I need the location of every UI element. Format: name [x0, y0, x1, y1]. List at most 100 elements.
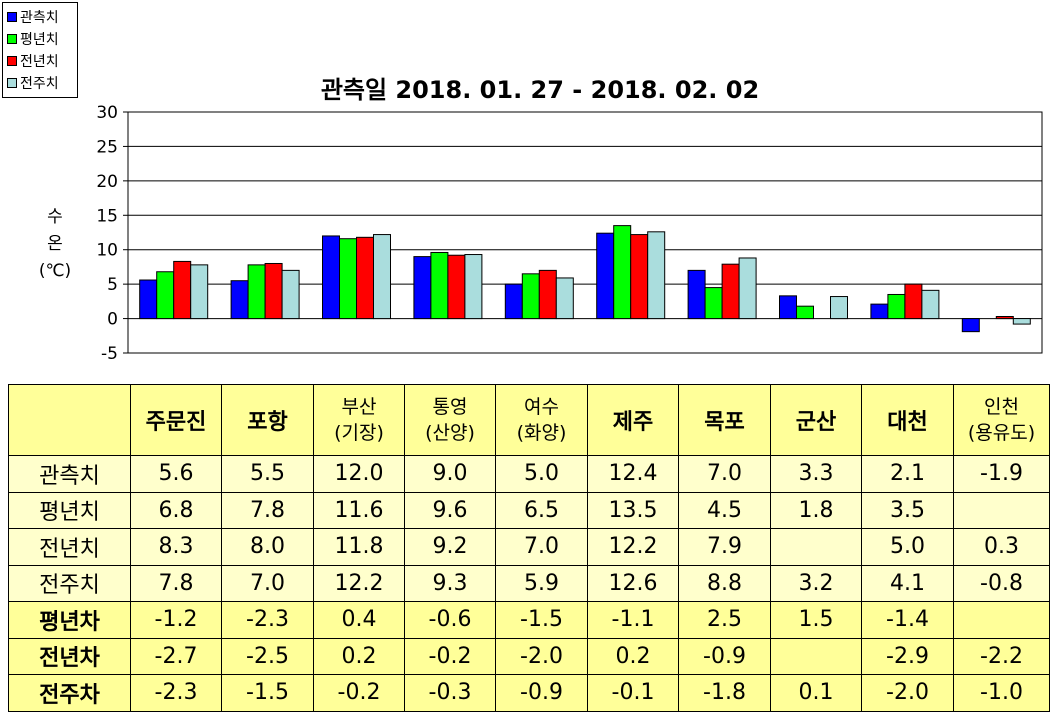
- bar: [538, 269, 557, 320]
- table-cell: 5.0: [861, 528, 954, 566]
- table-cell: 9.6: [404, 491, 496, 529]
- column-header: 통영 (산양): [404, 384, 496, 456]
- bar: [230, 280, 249, 320]
- table-cell: 7.8: [221, 491, 314, 529]
- column-header: 주문진: [130, 384, 222, 456]
- table-cell: [770, 637, 862, 675]
- table-cell: -1.5: [495, 601, 588, 639]
- bar: [447, 254, 466, 320]
- table-cell: 2.5: [678, 601, 771, 639]
- legend-label: 전년치: [20, 54, 59, 70]
- table-cell: 12.0: [313, 455, 405, 493]
- table-cell: [953, 491, 1050, 529]
- bar: [247, 264, 266, 320]
- table-row: 평년치 6.8 7.8 11.6 9.6 6.5 13.5 4.5 1.8 3.5: [8, 491, 1050, 529]
- bar-chart: 30 25 20 15 10 5 0 -5: [96, 103, 1043, 364]
- column-header-line: (용유도): [967, 422, 1036, 444]
- table-cell: 8.8: [678, 564, 771, 602]
- column-header-line: 포항: [247, 410, 288, 435]
- table-cell: -2.0: [495, 637, 588, 675]
- bar: [281, 269, 300, 320]
- y-tick-label: 0: [107, 310, 118, 330]
- legend-label: 평년치: [20, 32, 59, 48]
- row-header: 관측치: [8, 455, 131, 493]
- table-cell: 6.8: [130, 491, 222, 529]
- column-header: 인천 (용유도): [953, 384, 1050, 456]
- table-cell: [770, 528, 862, 566]
- table-cell: 1.5: [770, 601, 862, 639]
- table-cell: 7.0: [221, 564, 314, 602]
- column-header-line: (기장): [334, 422, 384, 444]
- row-header: 전주차: [8, 674, 131, 712]
- table-row: 전주치 7.8 7.0 12.2 9.3 5.9 12.6 8.8 3.2 4.1 -0.8: [8, 564, 1050, 602]
- table-cell: -0.2: [313, 674, 405, 712]
- column-header: 대천: [861, 384, 954, 456]
- bar: [995, 316, 1014, 320]
- table-cell: -2.7: [130, 637, 222, 675]
- bar: [356, 236, 374, 320]
- table-cell: 7.8: [130, 564, 222, 602]
- row-header: 전주치: [8, 564, 131, 602]
- bar: [887, 293, 906, 320]
- table-cell: 5.0: [495, 455, 588, 493]
- table-cell: 9.2: [404, 528, 496, 566]
- table-cell: -0.3: [404, 674, 496, 712]
- table-cell: 8.0: [221, 528, 314, 566]
- table-cell: -0.9: [495, 674, 588, 712]
- bar: [704, 287, 723, 320]
- bar: [190, 264, 209, 320]
- column-header-line: 여수: [524, 396, 559, 418]
- table-cell: 3.2: [770, 564, 862, 602]
- bar: [139, 279, 158, 320]
- bar: [613, 225, 632, 320]
- table-cell: -1.1: [587, 601, 679, 639]
- table-cell: -2.2: [953, 637, 1050, 675]
- table-cell: -0.2: [404, 637, 496, 675]
- table-cell: [953, 601, 1050, 639]
- table-cell: 11.8: [313, 528, 405, 566]
- bar: [870, 303, 889, 320]
- legend-item: 평년치: [7, 28, 73, 50]
- bar: [596, 232, 615, 320]
- table-cell: -2.0: [861, 674, 954, 712]
- y-axis-label: 수 온 (℃): [30, 204, 80, 285]
- legend-swatch: [7, 34, 17, 44]
- column-header: 포항: [221, 384, 314, 456]
- table-cell: -2.9: [861, 637, 954, 675]
- bar: [373, 234, 391, 320]
- table-cell: -1.9: [953, 455, 1050, 493]
- table-cell: 12.2: [587, 528, 679, 566]
- table-cell: 3.3: [770, 455, 862, 493]
- column-header: 제주: [587, 384, 679, 456]
- table-cell: 6.5: [495, 491, 588, 529]
- chart-legend: 관측치 평년치 전년치 전주치: [2, 2, 78, 98]
- bar: [173, 260, 192, 320]
- y-axis-label-line: (℃): [38, 261, 72, 281]
- column-header-line: 부산: [341, 396, 377, 418]
- table-cell: 0.1: [770, 674, 862, 712]
- bar: [904, 283, 923, 320]
- column-header: 여수 (화양): [495, 384, 588, 456]
- column-header-line: (산양): [425, 422, 475, 444]
- bar: [738, 257, 757, 320]
- bar: [1012, 318, 1031, 325]
- bar: [464, 254, 483, 320]
- table-cell: 12.2: [313, 564, 405, 602]
- bar: [647, 231, 666, 320]
- table-cell: 0.4: [313, 601, 405, 639]
- row-header: 평년차: [8, 601, 131, 639]
- legend-swatch: [7, 12, 17, 22]
- table-row: 관측치 5.6 5.5 12.0 9.0 5.0 12.4 7.0 3.3 2.1 -1.9: [8, 455, 1050, 493]
- table-cell: 1.8: [770, 491, 862, 529]
- table-cell: -0.6: [404, 601, 496, 639]
- data-table: 주문진 포항 부산 (기장) 통영 (산양) 여수 (화양) 제주 목포 군산 대천 인천 (용유도) 관측…: [8, 384, 1050, 712]
- table-row: 전년차 -2.7 -2.5 0.2 -0.2 -2.0 0.2 -0.9 -2.9 -2.2: [8, 637, 1050, 675]
- bar: [796, 305, 814, 320]
- bar: [156, 271, 175, 320]
- table-cell: 2.1: [861, 455, 954, 493]
- table-cell: -1.4: [861, 601, 954, 639]
- table-cell: 12.6: [587, 564, 679, 602]
- bar: [555, 277, 574, 320]
- bar: [961, 318, 980, 333]
- legend-item: 전년치: [7, 50, 73, 72]
